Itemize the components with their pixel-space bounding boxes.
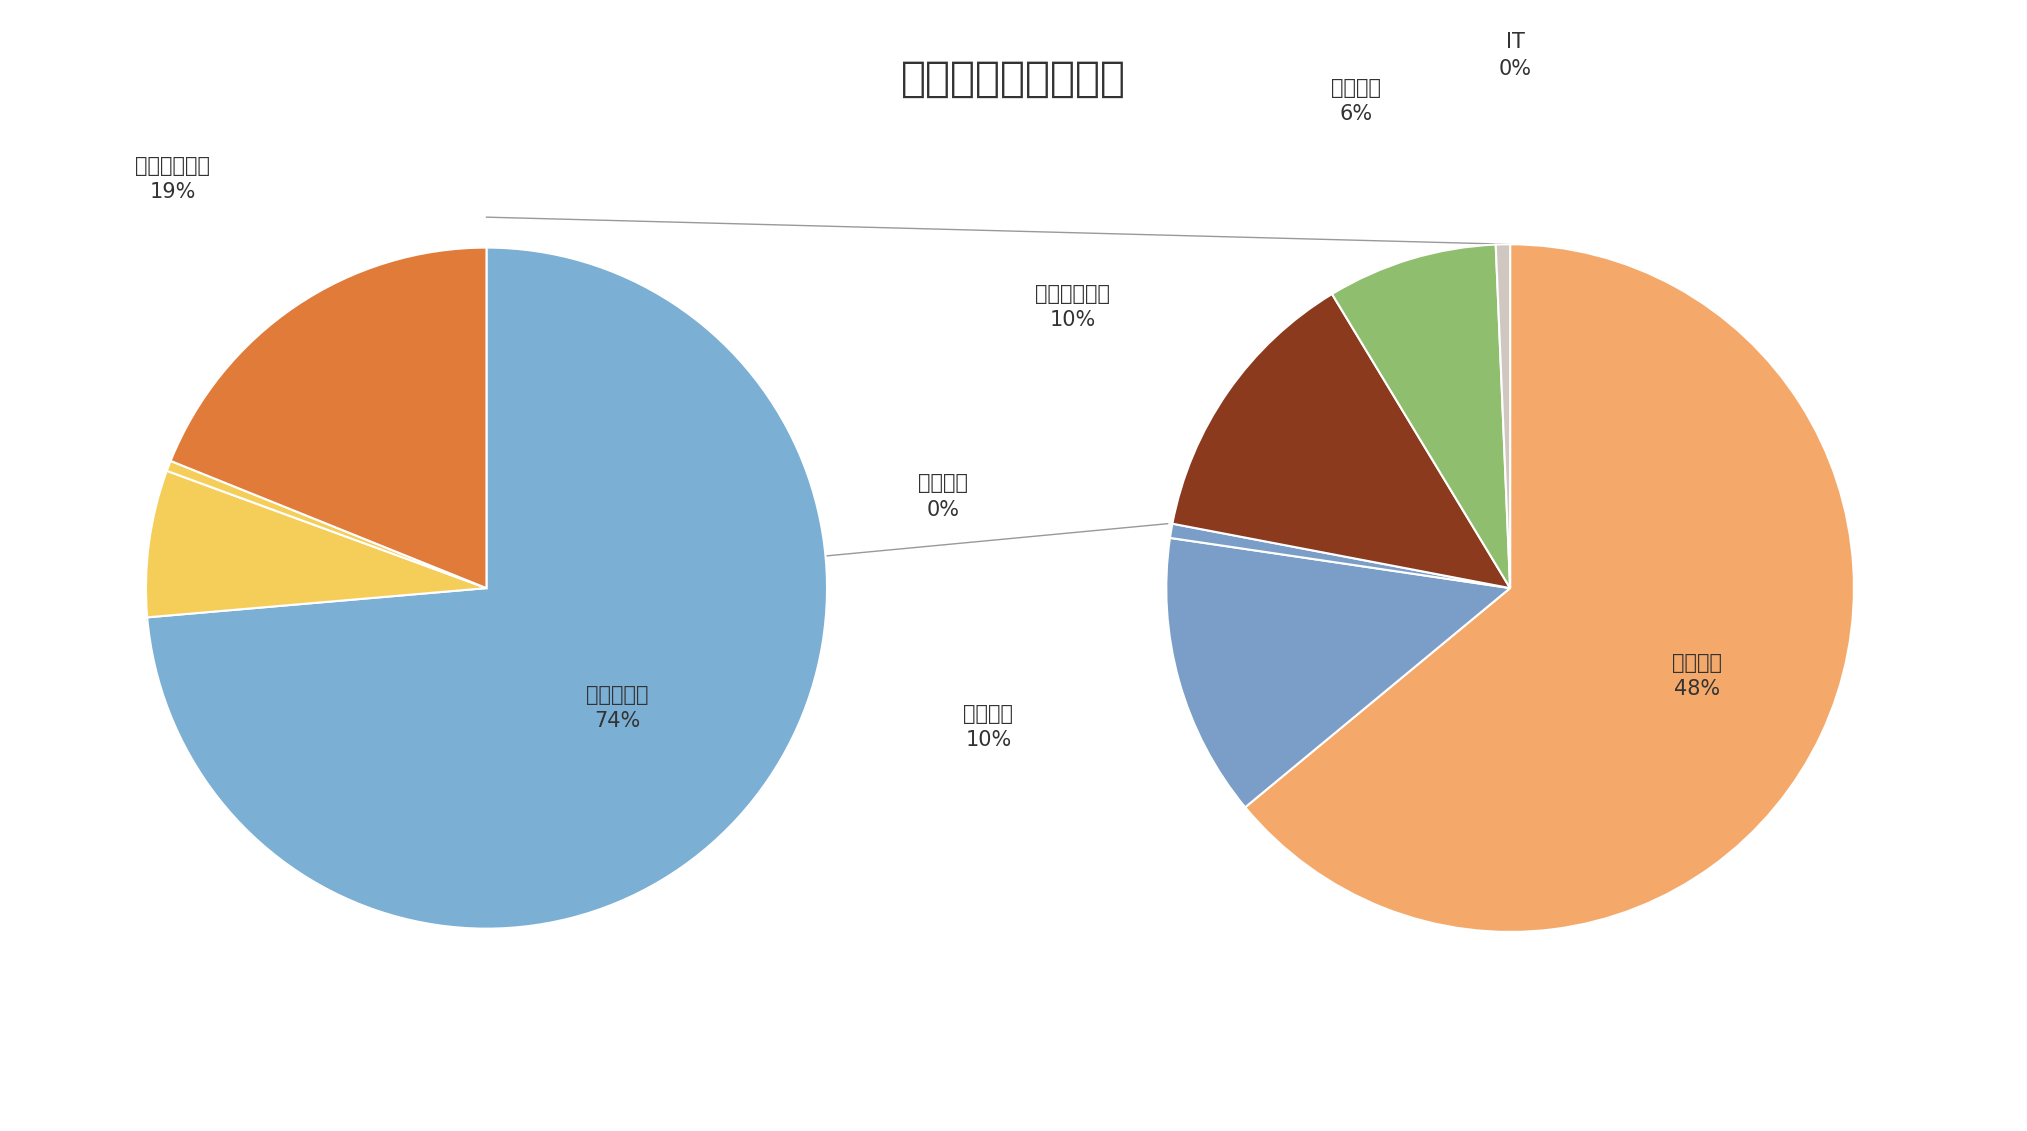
Wedge shape	[1172, 294, 1510, 588]
Wedge shape	[1166, 538, 1510, 808]
Wedge shape	[146, 470, 486, 618]
Text: IT
0%: IT 0%	[1498, 32, 1532, 78]
Text: 図１：炎上対象区分: 図１：炎上対象区分	[900, 58, 1127, 101]
Wedge shape	[148, 248, 827, 929]
Wedge shape	[1496, 244, 1510, 588]
Text: 自治体・団体
10%: 自治体・団体 10%	[1036, 284, 1111, 330]
Wedge shape	[166, 460, 486, 588]
Wedge shape	[1332, 244, 1510, 588]
Text: サービス
48%: サービス 48%	[1672, 653, 1721, 699]
Wedge shape	[1245, 244, 1855, 932]
Text: メーカー
10%: メーカー 10%	[963, 703, 1014, 750]
Wedge shape	[1170, 524, 1510, 588]
Text: 企業・団体
74%: 企業・団体 74%	[586, 684, 649, 731]
Text: インフラ
6%: インフラ 6%	[1332, 78, 1380, 124]
Text: マスメディア
19%: マスメディア 19%	[136, 156, 211, 202]
Text: 教育機関
0%: 教育機関 0%	[918, 473, 967, 519]
Wedge shape	[170, 248, 486, 588]
